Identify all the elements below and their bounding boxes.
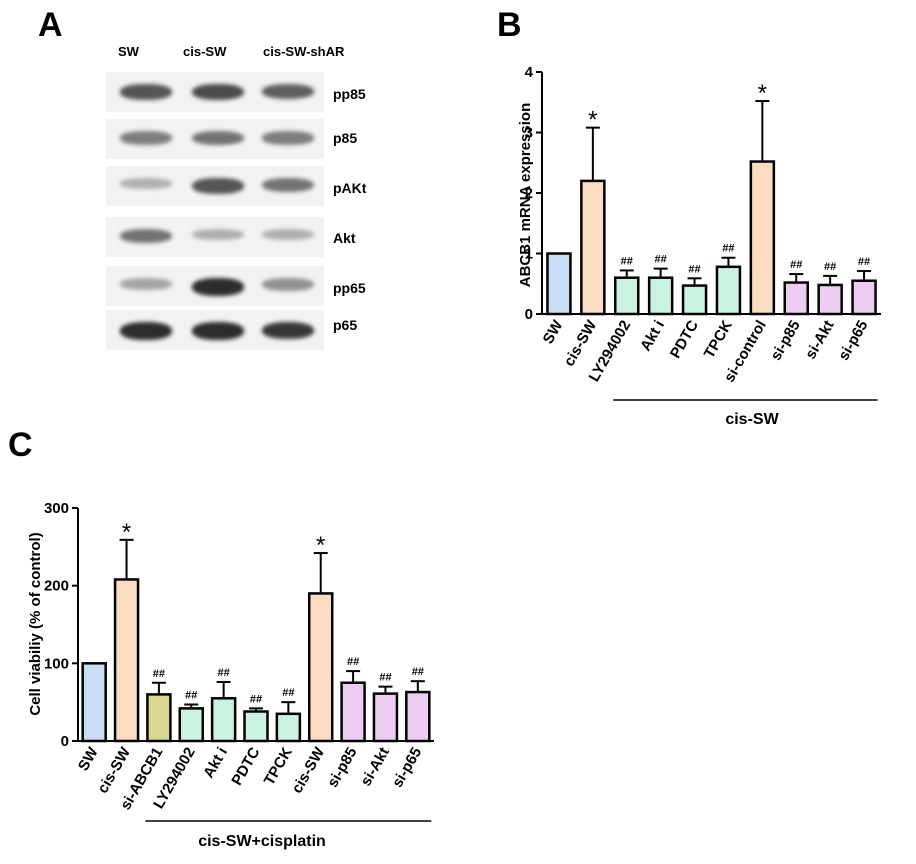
blot-band bbox=[120, 229, 172, 243]
blot-band bbox=[192, 229, 244, 240]
blot-band bbox=[262, 131, 314, 145]
blot-label: Akt bbox=[333, 230, 356, 246]
chart-c-annotation: ## bbox=[412, 666, 424, 678]
chart-c-annotation: ## bbox=[379, 672, 391, 684]
blot-strip bbox=[106, 266, 324, 306]
blot-band bbox=[120, 278, 172, 290]
chart-c-annotation: ## bbox=[153, 668, 165, 680]
chart-c-bar bbox=[210, 697, 237, 743]
chart-c-annotation: ## bbox=[218, 667, 230, 679]
blot-band bbox=[120, 178, 172, 189]
chart-b-ylabel: ABCB1 mRNA expression bbox=[517, 103, 534, 288]
blot-strip bbox=[106, 310, 324, 350]
chart-b-group-label: cis-SW bbox=[725, 411, 779, 428]
chart-c-ytick-label: 100 bbox=[44, 655, 69, 672]
blot-label: p65 bbox=[333, 317, 358, 333]
chart-b-annotation: ## bbox=[621, 255, 633, 267]
chart-c-xtick-label: PDTC bbox=[228, 744, 263, 788]
panel-c-letter: C bbox=[8, 426, 33, 464]
chart-c-group-label: cis-SW+cisplatin bbox=[198, 833, 326, 850]
blot-strip bbox=[106, 217, 324, 257]
chart-c-ytick-label: 300 bbox=[44, 500, 69, 517]
blot-label: p85 bbox=[333, 130, 358, 146]
chart-b-bar bbox=[546, 252, 572, 316]
blot-band bbox=[262, 229, 314, 240]
chart-c-bar bbox=[243, 710, 269, 743]
panel-a-letter: A bbox=[38, 6, 63, 44]
blot-band bbox=[262, 322, 314, 339]
blot-band bbox=[120, 322, 172, 340]
chart-b-ytick-label: 1 bbox=[525, 246, 533, 263]
chart-c-bar bbox=[178, 707, 205, 743]
chart-c-ylabel: Cell viabiliy (% of control) bbox=[27, 532, 44, 715]
chart-c-bar bbox=[275, 712, 302, 743]
chart-c-annotation: ## bbox=[282, 687, 294, 699]
chart-c-xtick-label: si-p65 bbox=[389, 745, 425, 791]
chart-c-bar bbox=[146, 693, 172, 743]
chart-c-ytick-label: 200 bbox=[44, 578, 69, 595]
blot-label: pAKt bbox=[333, 180, 367, 196]
chart-b-annotation: ## bbox=[824, 261, 836, 273]
blot-band bbox=[192, 322, 244, 340]
chart-c-ytick-label: 0 bbox=[61, 733, 69, 750]
chart-b-annotation: ## bbox=[858, 256, 870, 268]
chart-b-ytick-label: 4 bbox=[525, 64, 534, 81]
chart-b-annotation: ## bbox=[655, 254, 667, 266]
chart-c-annotation: ## bbox=[250, 693, 262, 705]
chart-b-annotation: ## bbox=[790, 259, 802, 271]
blot-band bbox=[120, 131, 172, 145]
chart-c-xtick-label: SW bbox=[75, 744, 102, 774]
blot-label: pp65 bbox=[333, 280, 366, 296]
chart-c-bar bbox=[113, 578, 140, 743]
lane-label-sw: SW bbox=[118, 44, 139, 59]
lane-label-cis-sw: cis-SW bbox=[183, 44, 227, 59]
blot-band bbox=[192, 178, 244, 194]
chart-c-xtick-label: si-p85 bbox=[324, 745, 360, 791]
blot-band bbox=[262, 178, 314, 192]
blot-band bbox=[192, 84, 244, 100]
chart-c-bar bbox=[340, 681, 366, 743]
blot-band bbox=[262, 278, 314, 291]
blot-strip bbox=[106, 166, 324, 206]
chart-b-annotation: * bbox=[758, 80, 767, 107]
chart-c-annotation: * bbox=[122, 519, 131, 546]
chart-c-bar bbox=[372, 692, 399, 743]
blot-strip bbox=[106, 119, 324, 159]
blot-band bbox=[120, 84, 172, 100]
lane-label-cis-sw-shar: cis-SW-shAR bbox=[263, 44, 345, 59]
chart-b-ytick-label: 2 bbox=[525, 185, 533, 202]
chart-c-xtick-label: TPCK bbox=[261, 744, 296, 788]
chart-b-annotation: * bbox=[588, 107, 597, 134]
blot-band bbox=[192, 278, 244, 296]
blot-band bbox=[262, 84, 314, 99]
blot-band bbox=[192, 131, 244, 145]
chart-b-ytick-label: 0 bbox=[525, 306, 533, 323]
chart-c-bar bbox=[81, 662, 107, 743]
chart-c-bar bbox=[405, 690, 431, 743]
chart-b-annotation: ## bbox=[722, 243, 734, 255]
blot-strip bbox=[106, 72, 324, 112]
chart-b-annotation: ## bbox=[688, 263, 700, 275]
chart-c-annotation: * bbox=[316, 532, 325, 559]
chart-c-annotation: ## bbox=[347, 656, 359, 668]
blot-label: pp85 bbox=[333, 86, 366, 102]
chart-c-annotation: ## bbox=[185, 689, 197, 701]
chart-c-xtick-label: Akt i bbox=[200, 745, 231, 782]
chart-c-xtick-label: cis-SW bbox=[288, 744, 328, 797]
panel-b-letter: B bbox=[497, 6, 522, 44]
chart-b-ytick-label: 3 bbox=[525, 125, 533, 142]
chart-c-bar bbox=[307, 592, 334, 743]
